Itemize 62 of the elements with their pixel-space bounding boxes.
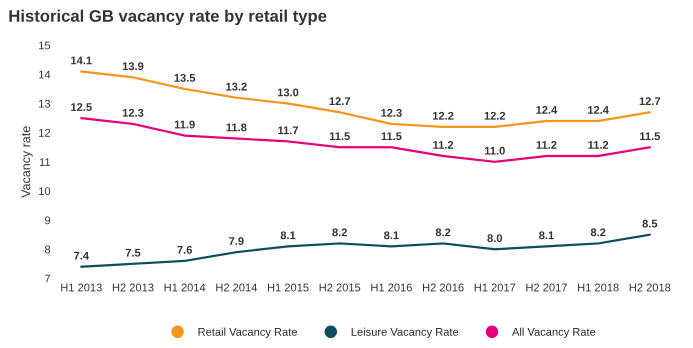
data-label: 12.7 bbox=[330, 97, 350, 106]
y-tick-label: 10 bbox=[39, 187, 50, 196]
y-tick-label: 7 bbox=[44, 274, 50, 282]
y-tick-label: 14 bbox=[39, 70, 50, 78]
data-label: 12.3 bbox=[122, 108, 144, 117]
data-label: 11.5 bbox=[330, 132, 350, 140]
x-tick-label: H1 2013 bbox=[61, 284, 102, 292]
chart-title: Historical GB vacancy rate by retail type bbox=[9, 10, 326, 26]
data-label: 12.2 bbox=[484, 112, 506, 120]
data-label: 7.6 bbox=[177, 246, 192, 254]
data-label: 13.5 bbox=[174, 74, 196, 82]
x-tick-label: H1 2017 bbox=[474, 284, 516, 292]
data-label: 8.2 bbox=[436, 228, 450, 236]
y-axis-title: Vacancy rate bbox=[21, 126, 33, 198]
x-tick-label: H1 2015 bbox=[268, 284, 309, 292]
data-label: 12.7 bbox=[640, 97, 660, 106]
x-tick-label: H2 2013 bbox=[112, 284, 154, 292]
data-label: 8.1 bbox=[539, 231, 554, 240]
data-label: 7.5 bbox=[126, 248, 140, 257]
data-label: 7.4 bbox=[74, 252, 89, 260]
x-tick-label: H2 2018 bbox=[630, 284, 670, 292]
x-tick-label: H1 2016 bbox=[371, 284, 412, 292]
data-label: 12.3 bbox=[381, 108, 402, 117]
data-label: 8.2 bbox=[590, 228, 606, 236]
data-label: 11.2 bbox=[588, 140, 608, 149]
data-label: 11.8 bbox=[226, 123, 247, 132]
data-label: 12.5 bbox=[71, 103, 92, 111]
data-label: 13.0 bbox=[278, 88, 298, 96]
data-label: 8.1 bbox=[384, 231, 399, 240]
data-label: 11.5 bbox=[640, 132, 660, 140]
y-tick-label: 15 bbox=[39, 42, 50, 50]
data-label: 8.5 bbox=[642, 220, 658, 228]
y-tick-label: 9 bbox=[44, 216, 50, 224]
x-tick-label: H2 2016 bbox=[422, 284, 464, 292]
x-tick-label: H1 2014 bbox=[164, 284, 206, 292]
x-tick-label: H2 2014 bbox=[216, 284, 258, 292]
data-label: 8.0 bbox=[487, 234, 502, 242]
data-label: 11.9 bbox=[174, 120, 195, 128]
y-tick-label: 8 bbox=[44, 246, 50, 254]
x-tick-label: H2 2015 bbox=[320, 284, 360, 292]
x-tick-label: H1 2018 bbox=[578, 284, 619, 292]
data-label: 13.2 bbox=[226, 82, 247, 91]
data-label: 12.4 bbox=[588, 106, 609, 114]
data-label: 11.5 bbox=[382, 132, 402, 140]
data-label: 7.9 bbox=[229, 237, 244, 246]
legend-label: Leisure Vacancy Rate bbox=[352, 328, 458, 338]
data-label: 11.2 bbox=[536, 140, 557, 149]
x-tick-label: H2 2017 bbox=[526, 284, 567, 292]
data-label: 8.2 bbox=[332, 228, 347, 236]
data-label: 14.1 bbox=[71, 56, 92, 64]
data-label: 11.0 bbox=[484, 146, 505, 155]
data-label: 12.4 bbox=[536, 106, 558, 114]
legend-label: Retail Vacancy Rate bbox=[198, 328, 297, 338]
data-label: 13.9 bbox=[122, 62, 144, 70]
y-tick-label: 13 bbox=[39, 100, 50, 108]
data-label: 8.1 bbox=[280, 231, 296, 240]
y-tick-label: 11 bbox=[40, 158, 50, 166]
legend-label: All Vacancy Rate bbox=[512, 328, 596, 338]
data-label: 12.2 bbox=[432, 112, 454, 120]
data-label: 11.2 bbox=[433, 140, 454, 149]
data-label: 11.7 bbox=[278, 126, 298, 134]
y-tick-label: 12 bbox=[39, 128, 50, 137]
